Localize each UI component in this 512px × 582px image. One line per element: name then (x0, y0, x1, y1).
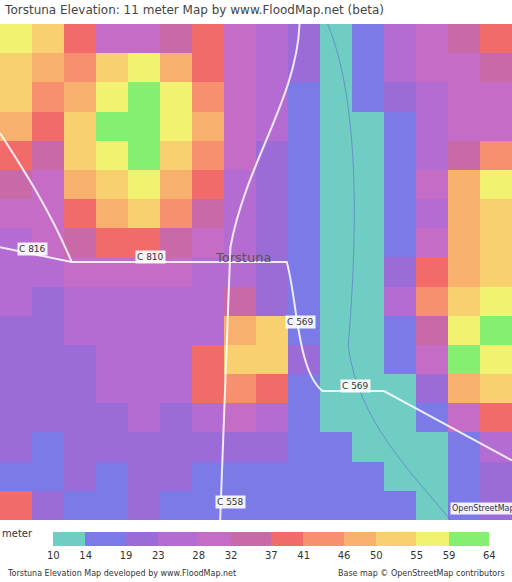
svg-text:Base map © OpenStreetMap contr: Base map © OpenStreetMap contributors (338, 569, 505, 578)
svg-text:Torstuna: Torstuna (215, 250, 271, 265)
svg-text:Torstuna Elevation: 11 meter M: Torstuna Elevation: 11 meter Map by www.… (4, 3, 384, 17)
svg-text:C 569: C 569 (287, 317, 314, 327)
svg-text:10: 10 (47, 550, 60, 561)
svg-text:C 558: C 558 (217, 497, 244, 507)
svg-text:37: 37 (265, 550, 278, 561)
svg-text:64: 64 (483, 550, 496, 561)
svg-text:OpenStreetMap: OpenStreetMap (452, 504, 512, 513)
svg-text:46: 46 (338, 550, 351, 561)
svg-text:32: 32 (225, 550, 238, 561)
svg-text:Torstuna Elevation Map develop: Torstuna Elevation Map developed by www.… (7, 569, 236, 578)
svg-text:55: 55 (410, 550, 423, 561)
svg-text:C 569: C 569 (342, 381, 369, 391)
svg-text:41: 41 (297, 550, 310, 561)
svg-text:23: 23 (152, 550, 165, 561)
svg-text:C 816: C 816 (19, 244, 46, 254)
svg-text:14: 14 (79, 550, 92, 561)
svg-text:C 810: C 810 (137, 252, 164, 262)
svg-text:meter: meter (2, 528, 33, 539)
svg-text:28: 28 (192, 550, 205, 561)
svg-text:19: 19 (120, 550, 133, 561)
svg-text:59: 59 (443, 550, 456, 561)
svg-text:50: 50 (370, 550, 383, 561)
